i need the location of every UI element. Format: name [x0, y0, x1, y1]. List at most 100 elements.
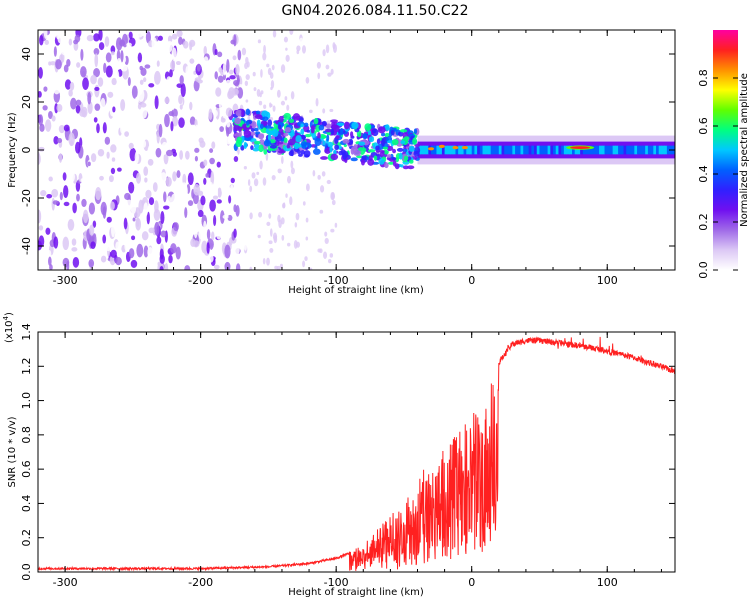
spectrogram-cell: [115, 257, 122, 266]
spectrogram-cell: [160, 172, 167, 183]
spectrogram-cell: [48, 176, 53, 182]
stable-band-cell: [609, 145, 614, 155]
stable-band-cell: [433, 145, 437, 155]
spectrogram-cell: [286, 242, 291, 247]
stable-band-cell: [653, 145, 657, 155]
spectrogram-cell: [234, 243, 240, 256]
turbulent-band-cell: [381, 138, 385, 147]
turbulent-band-cell: [304, 133, 312, 138]
stable-band-cell: [509, 145, 513, 155]
turbulent-band-cell: [318, 124, 325, 131]
spectrogram-cell: [195, 103, 201, 110]
spectrogram-cell: [123, 208, 128, 215]
spectrogram-cell: [131, 235, 136, 241]
spectrogram-cell: [188, 235, 193, 240]
spectrogram-cell: [312, 170, 316, 177]
snr-y-tick-label: 0.4: [20, 495, 33, 513]
turbulent-band-cell: [257, 133, 265, 140]
spectrogram-cell: [124, 90, 130, 104]
spectrogram-cell: [230, 184, 234, 195]
spectrogram-cell: [82, 209, 89, 224]
turbulent-band-cell: [353, 144, 358, 149]
spectrogram-cell: [70, 97, 77, 110]
spectrogram-cell: [135, 217, 140, 228]
turbulent-band-cell: [300, 128, 305, 135]
spectrogram-cell: [317, 248, 322, 253]
spectrogram-cell: [62, 257, 70, 268]
turbulent-band-cell: [269, 139, 276, 144]
spectrogram-cell: [302, 260, 306, 268]
spectrogram-cell: [71, 238, 77, 246]
turbulent-band-cell: [350, 147, 355, 155]
spectrogram-cell: [227, 214, 233, 222]
spectrogram-cell: [38, 235, 45, 248]
turbulent-band-cell: [290, 149, 294, 157]
stable-band-cell: [615, 145, 619, 155]
spectrogram-cell: [256, 171, 260, 176]
turbulent-band-cell: [396, 147, 404, 152]
stable-band-cell: [664, 145, 668, 155]
stable-band-cell: [618, 145, 622, 155]
spectrogram-cell: [120, 65, 128, 72]
spectrogram-cell: [57, 30, 63, 44]
spectrogram-cell: [216, 140, 223, 147]
stable-band-cell: [666, 145, 671, 155]
spectrogram-cell: [39, 35, 44, 46]
stable-band-cell: [531, 145, 535, 155]
spectrogram-cell: [80, 66, 87, 78]
spectrogram-cell: [143, 245, 149, 258]
spectrogram-cell: [189, 150, 194, 155]
stable-band-cell: [496, 145, 500, 155]
spectrogram-cell: [274, 265, 278, 270]
spectrogram-cell: [163, 49, 167, 56]
spectrogram-cell: [82, 77, 89, 90]
spectrogram-cell: [203, 159, 208, 167]
spectrogram-cell: [189, 101, 193, 111]
spectrogram-cell: [161, 141, 168, 155]
stable-band-cell: [563, 145, 568, 155]
spectrogram-cell: [168, 111, 174, 117]
spectrogram-cell: [233, 204, 237, 213]
turbulent-band-cell: [330, 153, 339, 161]
spectrogram-cell: [191, 212, 196, 220]
turbulent-band-cell: [234, 133, 242, 138]
spectrogram-cell: [276, 89, 281, 98]
turbulent-band-cell: [387, 161, 395, 165]
spectrogram-cell: [190, 238, 196, 248]
stable-band-cell: [425, 145, 429, 155]
spectrogram-cell: [235, 64, 240, 76]
spectrogram-cell: [154, 221, 160, 236]
spectrogram-cell: [315, 98, 319, 107]
spectrogram-cell: [68, 89, 73, 97]
spectrogram-cell: [146, 211, 150, 225]
turbulent-band-cell: [391, 157, 397, 161]
spectrogram-cell: [166, 135, 173, 148]
stable-band-cell: [452, 145, 456, 155]
spectrogram-cell: [184, 207, 188, 219]
spectrogram-cell: [45, 79, 50, 86]
stable-band-cell: [596, 145, 600, 155]
spectrogram-cell: [94, 103, 101, 111]
turbulent-band-cell: [313, 117, 319, 125]
stable-band-cell: [590, 145, 595, 155]
spectrogram-cell: [226, 31, 231, 40]
snr-y-tick-label: 1.2: [20, 358, 33, 376]
spectrogram-cell: [173, 222, 179, 232]
spectrogram-cell: [222, 73, 227, 81]
stable-band-cell: [506, 145, 511, 155]
spectrogram-cell: [187, 200, 194, 206]
spectrogram-cell: [59, 208, 67, 214]
spectrogram-cell: [176, 30, 183, 38]
spectrogram-cell: [268, 213, 272, 219]
turbulent-band-cell: [367, 149, 376, 153]
turbulent-band-cell: [300, 123, 304, 128]
spectrogram-cell: [55, 59, 62, 70]
turbulent-band-cell: [366, 156, 370, 161]
turbulent-band-cell: [267, 119, 273, 127]
turbulent-band-cell: [283, 137, 288, 143]
spectrogram-cell: [294, 222, 298, 228]
stable-band-cell: [498, 145, 503, 155]
spectrogram-cell: [216, 242, 224, 257]
spectrogram-cell: [172, 151, 177, 157]
